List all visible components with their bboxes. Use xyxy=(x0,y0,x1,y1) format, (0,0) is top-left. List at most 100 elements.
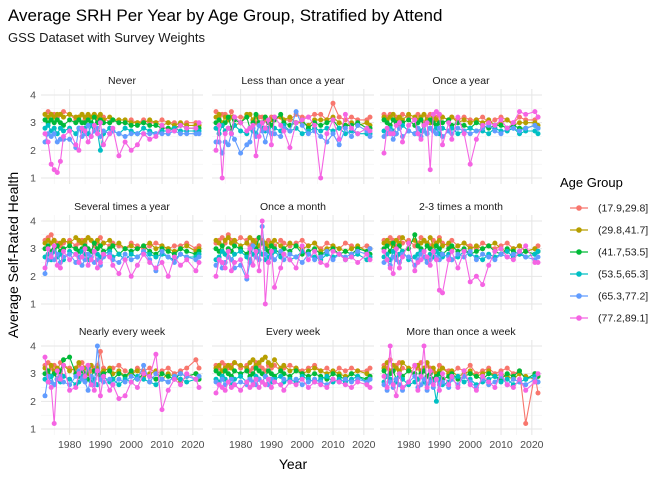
data-point xyxy=(73,385,79,390)
data-point xyxy=(312,257,318,263)
legend: Age Group (17.9,29.8] (29.8,41.7] (41.7,53… xyxy=(560,175,648,325)
data-point xyxy=(312,371,318,377)
data-point xyxy=(147,260,153,265)
facet-strip-label: Never xyxy=(108,75,137,87)
data-point xyxy=(427,262,433,268)
y-tick-label: 4 xyxy=(30,216,36,228)
data-point xyxy=(367,257,373,263)
data-point xyxy=(390,271,396,277)
data-point xyxy=(67,128,73,134)
data-point xyxy=(85,262,91,268)
data-point xyxy=(253,248,259,254)
data-point xyxy=(153,122,159,128)
data-point xyxy=(455,125,461,131)
data-point xyxy=(523,111,529,117)
data-point xyxy=(253,111,259,117)
legend-key: (29.8,41.7] xyxy=(570,225,648,237)
data-point xyxy=(51,421,57,426)
facet-panel: Every week 1980 1990 2000 2010 2020 xyxy=(212,326,376,451)
data-point xyxy=(492,248,498,254)
data-point xyxy=(281,251,287,257)
data-point xyxy=(67,251,73,257)
data-point xyxy=(498,122,504,128)
data-point xyxy=(305,243,311,249)
data-point xyxy=(128,243,134,249)
data-point xyxy=(324,240,330,246)
data-point xyxy=(128,251,134,257)
data-point xyxy=(367,385,373,390)
series-line xyxy=(383,234,539,255)
data-point xyxy=(492,117,498,123)
data-point xyxy=(535,114,541,120)
data-point xyxy=(480,251,486,257)
data-point xyxy=(281,387,287,393)
legend-key: (17.9,29.8] xyxy=(570,203,648,215)
data-point xyxy=(253,153,259,159)
data-point xyxy=(134,254,140,260)
legend-key: (41.7,53.5] xyxy=(570,247,648,259)
data-point xyxy=(61,114,66,120)
data-point xyxy=(510,251,516,257)
data-point xyxy=(355,122,361,128)
series-line xyxy=(44,122,200,174)
data-point xyxy=(406,379,412,385)
data-point xyxy=(272,257,277,263)
data-point xyxy=(238,114,244,120)
data-point xyxy=(272,237,277,243)
data-point xyxy=(381,373,387,379)
data-point xyxy=(455,265,461,271)
data-point xyxy=(228,131,234,137)
x-tick-label: 2010 xyxy=(150,439,174,451)
data-point xyxy=(134,142,140,148)
data-point xyxy=(259,120,265,126)
data-point xyxy=(281,362,287,368)
data-point xyxy=(268,385,274,390)
data-point xyxy=(76,147,82,153)
data-point xyxy=(91,248,97,254)
data-point xyxy=(498,131,504,137)
data-point xyxy=(61,128,66,134)
data-point xyxy=(535,371,541,377)
data-point xyxy=(467,120,473,126)
y-tick-label: 1 xyxy=(30,424,36,436)
data-point xyxy=(76,371,82,377)
data-point xyxy=(473,243,479,249)
data-point xyxy=(128,147,134,153)
data-point xyxy=(122,251,128,257)
legend-label: (77.2,89.1] xyxy=(598,313,648,325)
data-point xyxy=(355,248,361,254)
data-point xyxy=(486,243,492,249)
data-point xyxy=(406,368,412,374)
data-point xyxy=(184,371,190,377)
data-point xyxy=(504,365,510,371)
data-point xyxy=(498,246,504,252)
data-point xyxy=(455,385,461,390)
data-point xyxy=(293,120,299,126)
data-point xyxy=(178,122,183,128)
data-point xyxy=(415,387,421,393)
data-point xyxy=(116,371,122,377)
data-point xyxy=(97,147,103,153)
data-point xyxy=(342,111,348,117)
data-point xyxy=(384,243,390,249)
legend-label: (29.8,41.7] xyxy=(598,225,648,237)
data-point xyxy=(184,257,190,263)
data-point xyxy=(48,385,54,390)
data-point xyxy=(318,175,324,181)
data-point xyxy=(349,371,354,377)
data-point xyxy=(110,117,116,123)
data-point xyxy=(42,271,48,277)
data-point xyxy=(232,237,237,243)
data-point xyxy=(390,240,396,246)
data-point xyxy=(153,382,159,388)
data-point xyxy=(122,134,128,139)
data-point xyxy=(312,240,318,246)
data-point xyxy=(57,158,63,164)
data-point xyxy=(184,379,190,385)
data-point xyxy=(281,128,287,134)
data-point xyxy=(504,248,510,254)
data-point xyxy=(305,385,311,390)
legend-key-point xyxy=(576,249,582,255)
data-point xyxy=(287,251,293,257)
data-point xyxy=(244,273,250,279)
